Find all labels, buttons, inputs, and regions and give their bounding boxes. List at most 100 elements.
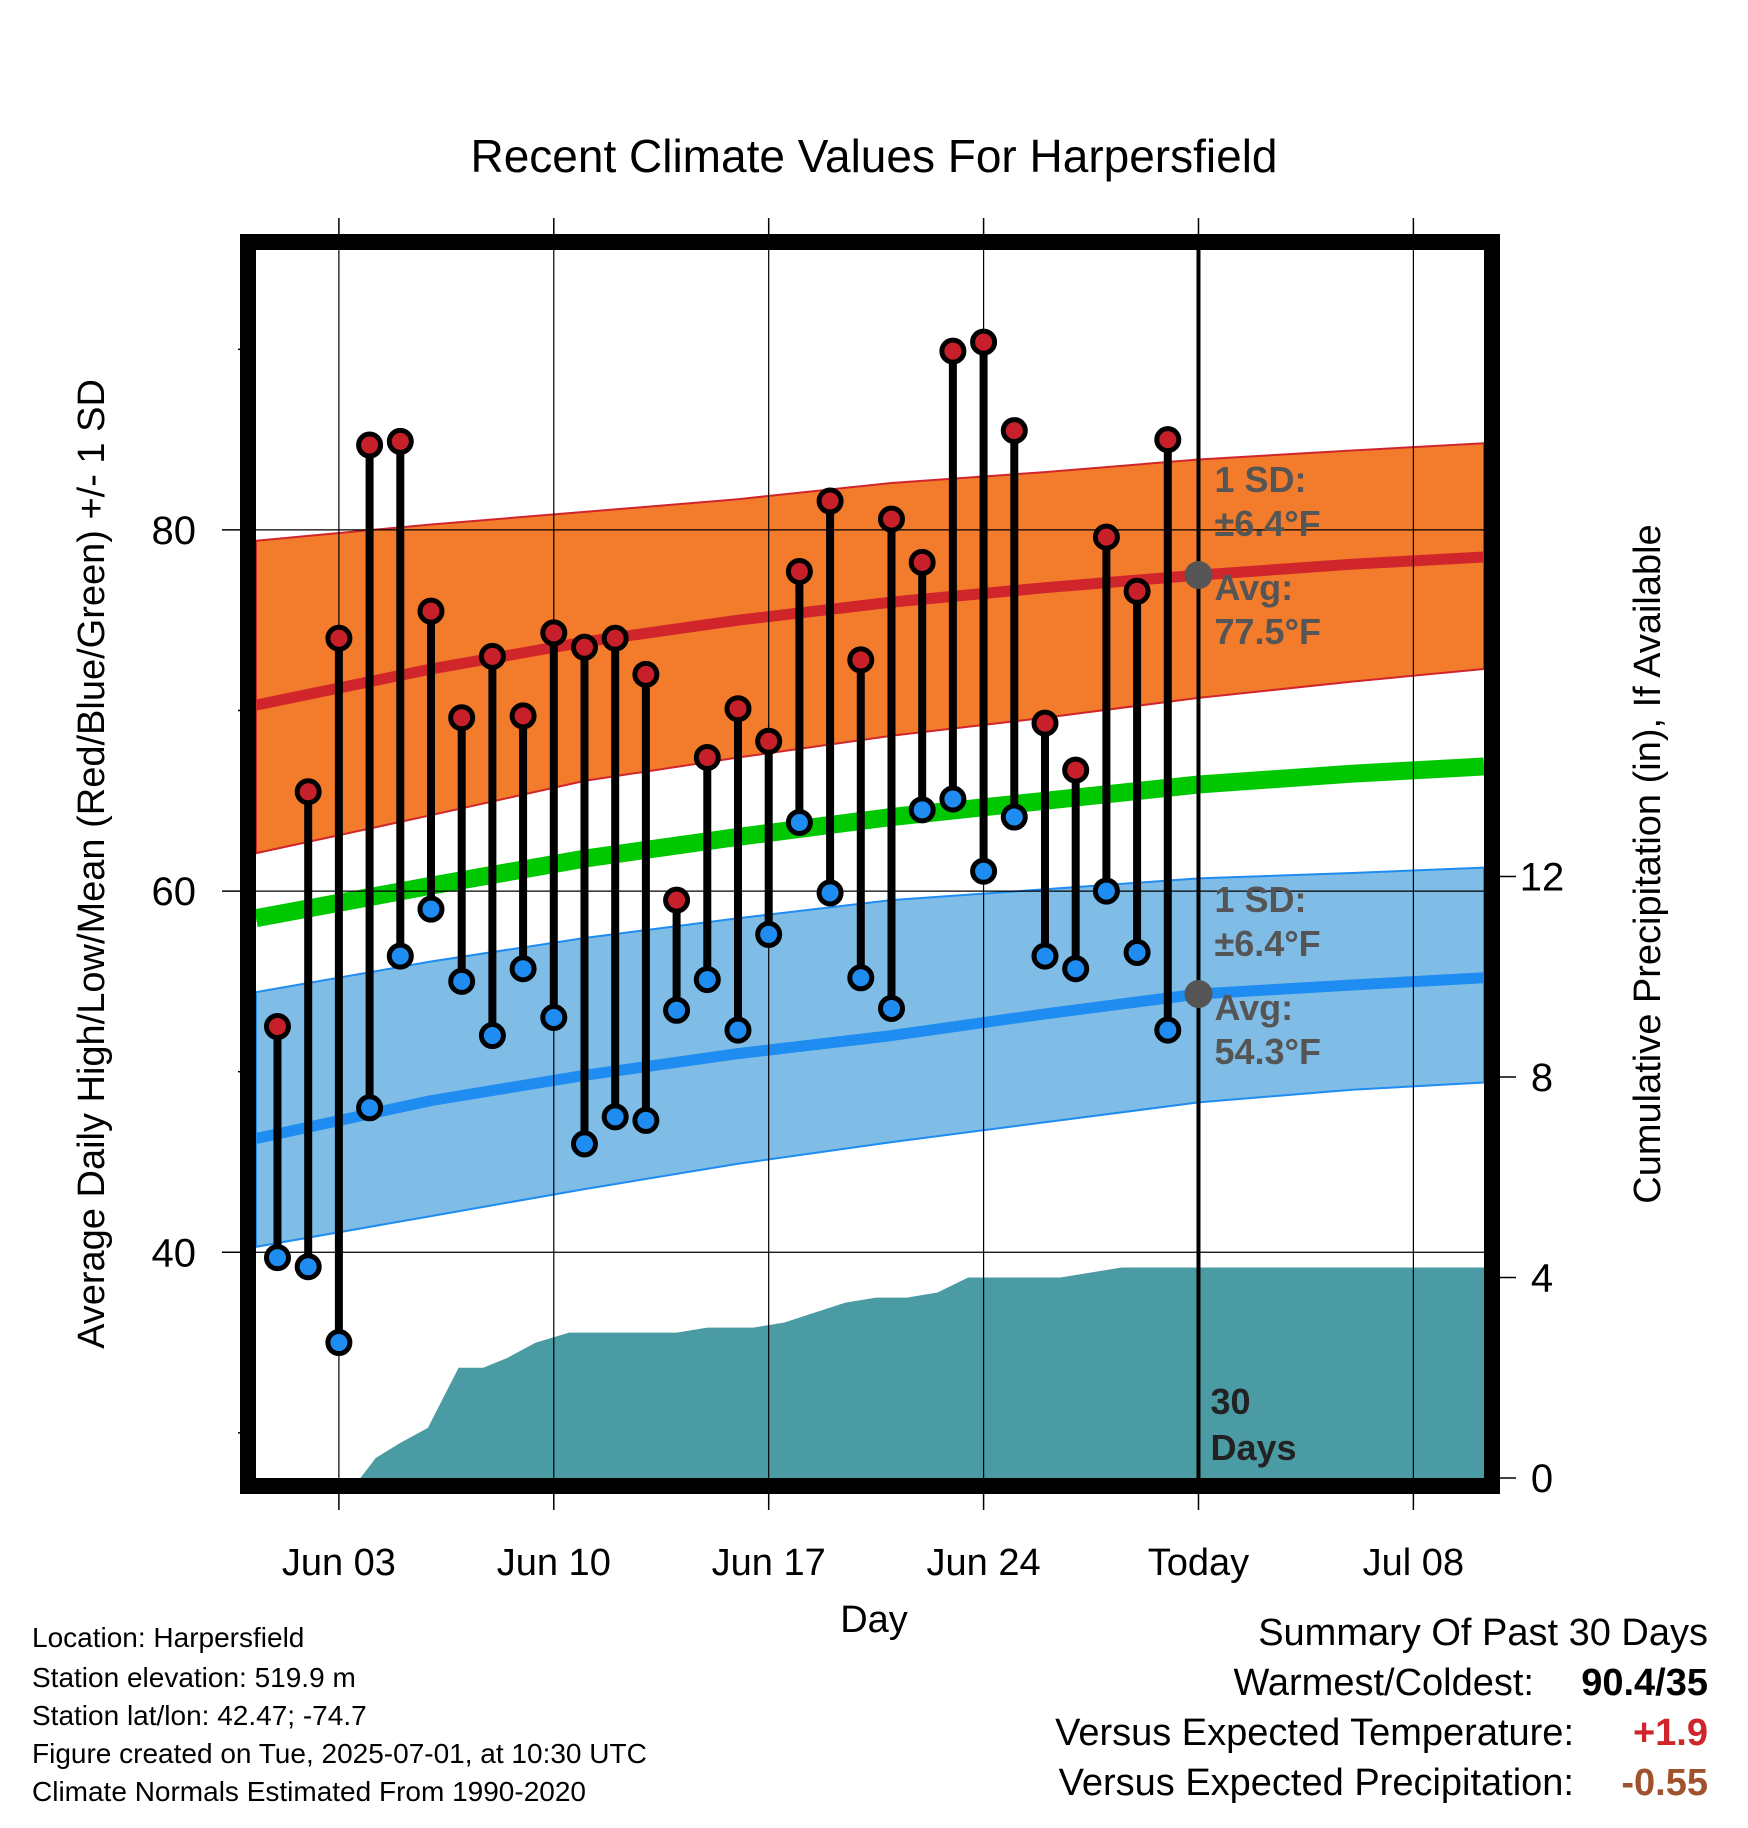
summary-warm-cold-row: Warmest/Coldest: 90.4/35 — [1233, 1662, 1708, 1705]
daily-low-point — [663, 996, 691, 1024]
daily-low-point — [417, 895, 445, 923]
daily-high-point — [478, 642, 506, 670]
y-right-tick-label: 4 — [1531, 1257, 1553, 1301]
daily-low-point — [785, 808, 813, 836]
daily-high-point — [816, 487, 844, 515]
daily-high-point — [877, 505, 905, 533]
summary-temp-row: Versus Expected Temperature: +1.9 — [1055, 1712, 1708, 1755]
daily-low-point — [448, 967, 476, 995]
y-left-tick-label: 60 — [152, 870, 197, 914]
y-right-tick-label: 8 — [1531, 1056, 1553, 1100]
info-created: Figure created on Tue, 2025-07-01, at 10… — [32, 1738, 647, 1769]
daily-low-point — [724, 1016, 752, 1044]
daily-low-point — [1092, 877, 1120, 905]
low-sd-annotation-value: ±6.4°F — [1214, 923, 1320, 964]
daily-high-point — [294, 778, 322, 806]
daily-low-point — [970, 857, 998, 885]
x-tick-label: Today — [1148, 1542, 1249, 1584]
daily-low-point — [847, 964, 875, 992]
daily-high-point — [601, 624, 629, 652]
daily-low-point — [939, 785, 967, 813]
info-latlon: Station lat/lon: 42.47; -74.7 — [32, 1700, 367, 1731]
summary-temp-label: Versus Expected Temperature: — [1055, 1712, 1574, 1754]
high-avg-annotation-value: 77.5°F — [1214, 611, 1320, 652]
summary-warm-cold-label: Warmest/Coldest: — [1233, 1662, 1534, 1704]
daily-high-point — [939, 337, 967, 365]
x-tick-label: Jun 17 — [712, 1542, 826, 1584]
low-sd-annotation-label: 1 SD: — [1214, 879, 1306, 920]
daily-high-point — [325, 624, 353, 652]
daily-high-point — [663, 886, 691, 914]
chart-title: Recent Climate Values For Harpersfield — [470, 130, 1277, 182]
y-left-tick-label: 40 — [152, 1231, 197, 1275]
high-sd-annotation-label: 1 SD: — [1214, 459, 1306, 500]
daily-low-point — [1031, 942, 1059, 970]
daily-high-point — [356, 431, 384, 459]
daily-high-point — [263, 1013, 291, 1041]
daily-high-point — [540, 619, 568, 647]
daily-high-point — [1062, 756, 1090, 784]
y-right-tick-label: 12 — [1520, 856, 1565, 900]
summary-precip-row: Versus Expected Precipitation: -0.55 — [1059, 1762, 1708, 1805]
daily-low-point — [540, 1004, 568, 1031]
daily-low-point — [601, 1103, 629, 1131]
y-left-tick-label: 80 — [152, 509, 197, 553]
daily-low-point — [294, 1253, 322, 1281]
daily-high-point — [1154, 426, 1182, 454]
daily-low-point — [908, 796, 936, 824]
daily-low-point — [509, 955, 537, 983]
low-avg-line — [256, 972, 1484, 1144]
daily-low-point — [478, 1022, 506, 1050]
summary-title: Summary Of Past 30 Days — [1258, 1612, 1708, 1654]
daily-low-point — [877, 994, 905, 1022]
daily-low-point — [816, 879, 844, 907]
y-axis-label-left: Average Daily High/Low/Mean (Red/Blue/Gr… — [71, 379, 113, 1349]
daily-low-point — [570, 1130, 598, 1158]
daily-low-point — [325, 1329, 353, 1357]
daily-high-point — [386, 427, 414, 455]
x-tick-label: Jun 03 — [282, 1542, 396, 1584]
y-axis-label-right: Cumulative Precipitation (in), If Availa… — [1627, 524, 1669, 1203]
today-days-label-text: Days — [1210, 1427, 1296, 1468]
today-days-label-number: 30 — [1210, 1381, 1250, 1422]
high-avg-annotation-label: Avg: — [1214, 567, 1293, 608]
daily-low-point — [1154, 1016, 1182, 1044]
daily-low-point — [263, 1244, 291, 1272]
summary-precip-label: Versus Expected Precipitation: — [1058, 1762, 1574, 1804]
plot-frame — [240, 234, 1500, 1494]
summary-warm-cold-value: 90.4/35 — [1581, 1662, 1708, 1704]
daily-low-point — [1123, 938, 1151, 966]
daily-high-point — [1031, 709, 1059, 737]
daily-high-point — [417, 597, 445, 625]
daily-low-point — [755, 920, 783, 948]
daily-high-point — [970, 328, 998, 356]
daily-high-point — [509, 702, 537, 730]
info-location: Location: Harpersfield — [32, 1622, 305, 1653]
daily-high-point — [1092, 523, 1120, 551]
daily-high-point — [632, 660, 660, 688]
daily-high-point — [908, 548, 936, 576]
daily-low-point — [356, 1094, 384, 1122]
daily-low-point — [386, 942, 414, 970]
precipitation-area — [360, 1267, 1484, 1478]
high-avg-marker — [1184, 561, 1213, 590]
daily-low-point — [693, 966, 721, 994]
info-elevation: Station elevation: 519.9 m — [32, 1662, 356, 1693]
low-avg-annotation-value: 54.3°F — [1214, 1031, 1320, 1072]
x-tick-label: Jun 10 — [497, 1542, 611, 1584]
daily-low-point — [1062, 955, 1090, 983]
daily-high-point — [1123, 577, 1151, 605]
summary-temp-value: +1.9 — [1632, 1712, 1708, 1754]
summary-precip-value: -0.55 — [1621, 1762, 1708, 1804]
daily-high-point — [693, 743, 721, 771]
y-right-tick-label: 0 — [1531, 1457, 1553, 1501]
low-avg-annotation-label: Avg: — [1214, 987, 1293, 1028]
daily-high-point — [1000, 417, 1028, 445]
daily-high-point — [847, 646, 875, 674]
daily-high-point — [570, 633, 598, 661]
low-avg-marker — [1184, 980, 1213, 1009]
x-tick-label: Jun 24 — [927, 1542, 1041, 1584]
